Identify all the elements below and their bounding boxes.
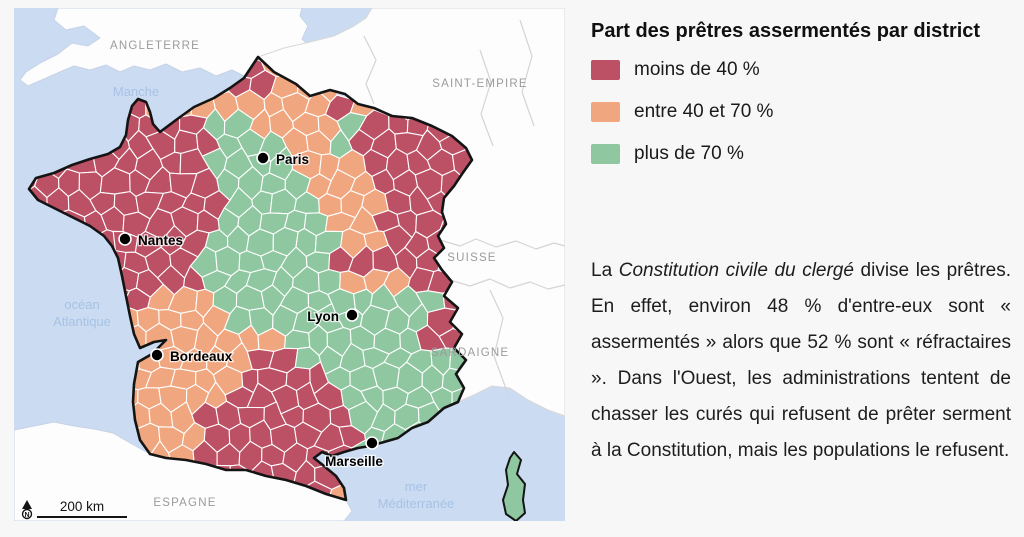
city-label-marseille: Marseille (325, 454, 383, 469)
city-dot-marseille (365, 436, 379, 450)
city-label-nantes: Nantes (138, 233, 183, 248)
region-label: ANGLETERRE (110, 40, 200, 52)
description-paragraph: La Constitution civile du clergé divise … (591, 253, 1011, 469)
corsica (502, 451, 526, 521)
city-dot-bordeaux (150, 348, 164, 362)
legend-label: moins de 40 % (634, 59, 760, 80)
scale-bar: 200 km (37, 499, 127, 518)
france-border (27, 55, 474, 502)
legend-item-low: moins de 40 % (591, 59, 1011, 81)
map-panel: Manche océan Atlantique mer Méditerranée ANGL… (14, 8, 565, 521)
sea-label: Atlantique (53, 314, 111, 329)
legend-swatch-low (591, 60, 620, 80)
neighbor-lands (14, 8, 565, 521)
city-markers: Paris Nantes Lyon Bordeaux Marseille (118, 151, 385, 470)
legend-label: plus de 70 % (634, 143, 744, 164)
sea-label: Méditerranée (378, 496, 455, 511)
city-label-lyon: Lyon (307, 309, 339, 324)
city-label-bordeaux: Bordeaux (170, 349, 233, 364)
region-label: ESPAGNE (153, 497, 216, 509)
legend: moins de 40 % entre 40 et 70 % plus de 70 … (591, 59, 1011, 165)
city-dot-lyon (345, 308, 359, 322)
neighbor-borders (363, 19, 565, 395)
sea-label: mer (405, 479, 428, 494)
legend-swatch-high (591, 144, 620, 164)
description-segment: divise les prêtres. En effet, environ 48… (591, 260, 1011, 461)
north-arrow-icon: N (21, 500, 33, 520)
legend-title: Part des prêtres assermentés par distric… (591, 20, 981, 42)
description-italic-segment: Constitution civile du clergé (618, 260, 854, 281)
north-label: N (24, 512, 29, 519)
legend-label: entre 40 et 70 % (634, 101, 774, 122)
legend-item-high: plus de 70 % (591, 143, 1011, 165)
legend-swatch-mid (591, 102, 620, 122)
france-districts-map: MancheocéanAtlantiquemerMéditerranéeANGL… (14, 8, 565, 521)
side-panel: Part des prêtres assermentés par distric… (591, 20, 1011, 469)
region-labels: ANGLETERRE SAINT-EMPIRE SUISSE SARDAIGNE ESP… (110, 40, 528, 509)
sea-labels: Manche océan Atlantique mer Méditerranée (53, 84, 454, 511)
scale-label: 200 km (60, 499, 104, 514)
legend-item-mid: entre 40 et 70 % (591, 101, 1011, 123)
region-label: SARDAIGNE (431, 347, 510, 359)
city-label-paris: Paris (276, 152, 309, 167)
region-label: SAINT-EMPIRE (432, 78, 528, 90)
city-dot-paris (256, 151, 270, 165)
sea-label: océan (64, 297, 99, 312)
city-dot-nantes (118, 232, 132, 246)
region-label: SUISSE (447, 252, 496, 264)
description-segment: La (591, 260, 619, 281)
sea-label: Manche (113, 84, 159, 99)
